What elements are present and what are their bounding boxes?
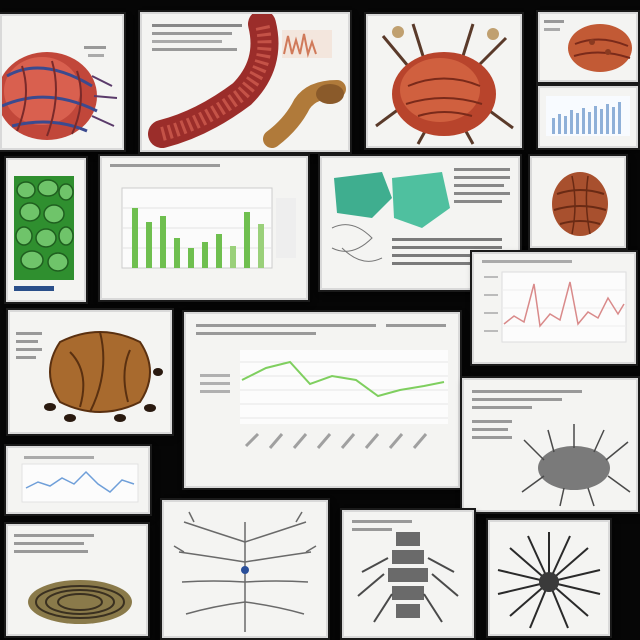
green-line-chart-illustration xyxy=(196,324,448,449)
card-red-segmented-worm xyxy=(140,12,350,152)
card-green-line-chart xyxy=(184,312,460,488)
blue-line-chart-small-illustration xyxy=(21,456,139,503)
card-bar-chart-thumbnail xyxy=(538,86,638,148)
teal-molecular-diagram-illustration xyxy=(331,168,510,265)
gray-vertebral-structure-illustration xyxy=(352,520,459,623)
card-radial-filament-organism xyxy=(488,520,610,636)
pink-line-chart-illustration xyxy=(482,260,627,343)
gray-branching-tree-illustration xyxy=(173,511,317,632)
red-cell-cluster-illustration xyxy=(544,20,632,72)
card-red-cell-cluster xyxy=(538,12,638,82)
green-cellular-tissue-illustration xyxy=(14,176,74,291)
card-coiled-specimen xyxy=(6,524,148,636)
bar-chart-thumbnail-illustration xyxy=(546,96,630,136)
card-green-bar-chart xyxy=(100,156,308,300)
card-red-crab-creature xyxy=(366,14,522,148)
card-gray-vertebral-structure xyxy=(342,510,474,638)
brown-seed-pod-illustration xyxy=(552,172,608,236)
radial-filament-organism-illustration xyxy=(497,532,601,629)
coiled-specimen-illustration xyxy=(14,534,132,624)
gray-bristle-creature-illustration xyxy=(472,390,631,507)
card-orange-shell-organism xyxy=(8,310,172,434)
card-brown-seed-pod xyxy=(530,156,626,248)
red-vascular-organism-illustration xyxy=(2,46,118,140)
red-crab-creature-illustration xyxy=(375,23,514,145)
green-bar-chart-illustration xyxy=(110,164,296,269)
card-teal-molecular-diagram xyxy=(320,156,520,290)
card-red-vascular-organism xyxy=(0,14,124,150)
card-pink-line-chart xyxy=(472,252,636,364)
card-blue-line-chart-small xyxy=(6,446,150,514)
card-gray-bristle-creature xyxy=(462,378,638,512)
orange-shell-organism-illustration xyxy=(16,331,163,422)
red-segmented-worm-illustration xyxy=(148,14,346,148)
card-green-cellular-tissue xyxy=(6,158,86,302)
card-gray-branching-tree xyxy=(162,500,328,638)
